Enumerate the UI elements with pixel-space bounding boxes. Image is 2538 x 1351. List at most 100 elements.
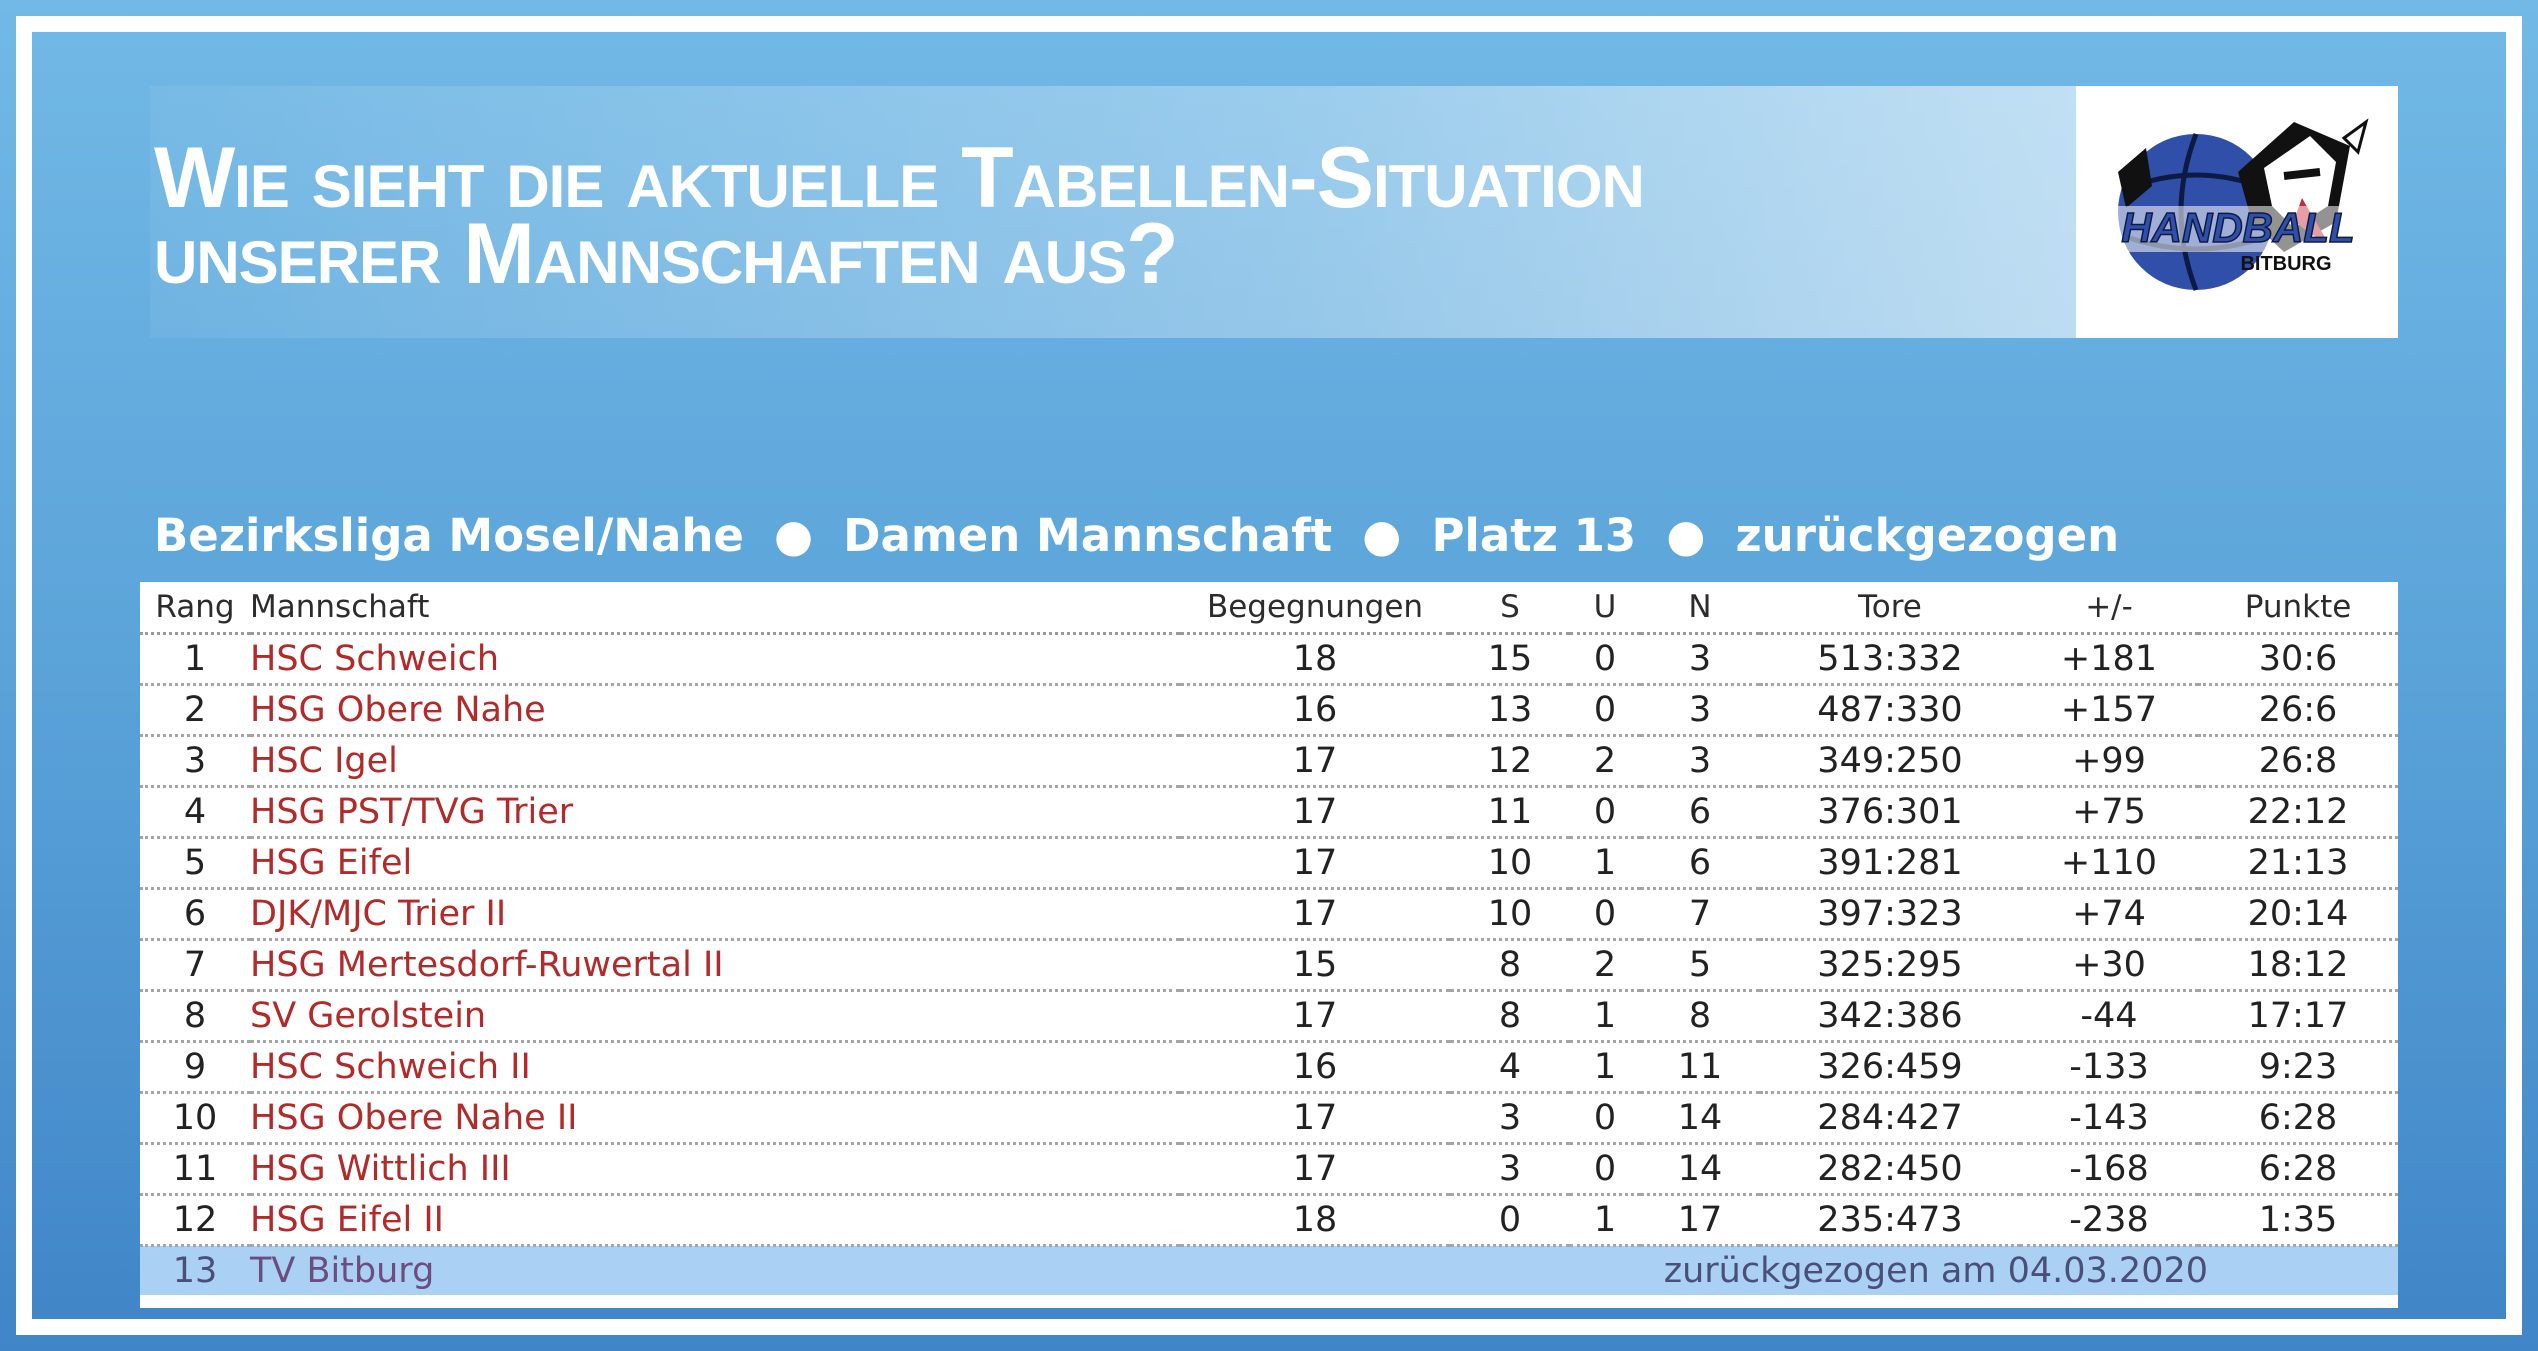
cell-differenz: +181: [2020, 633, 2198, 686]
cell-unentschieden: 0: [1570, 684, 1640, 737]
cell-siege: 3: [1450, 1143, 1570, 1196]
cell-team[interactable]: SV Gerolstein: [250, 990, 1180, 1043]
cell-differenz: -168: [2020, 1143, 2198, 1196]
table-header-row: Rang Mannschaft Begegnungen S U N Tore +…: [140, 582, 2398, 635]
team-status: zurückgezogen: [1735, 509, 2120, 562]
cell-rang: 8: [140, 990, 250, 1043]
cell-siege: 13: [1450, 684, 1570, 737]
club-logo: HANDBALL BITBURG: [2076, 86, 2398, 338]
cell-punkte: 9:23: [2198, 1041, 2398, 1094]
table-row: 3 HSC Igel 17 12 2 3 349:250 +99 26:8: [140, 735, 2398, 788]
cell-siege: 12: [1450, 735, 1570, 788]
table-row: 12 HSG Eifel II 18 0 1 17 235:473 -238 1:35: [140, 1194, 2398, 1247]
header-niederlagen[interactable]: N: [1640, 582, 1760, 635]
header-siege[interactable]: S: [1450, 582, 1570, 635]
header-begegnungen[interactable]: Begegnungen: [1180, 582, 1450, 635]
league-subtitle: Bezirksliga Mosel/Nahe ● Damen Mannschaft ●…: [154, 506, 2119, 566]
cell-team[interactable]: HSG Eifel II: [250, 1194, 1180, 1247]
cell-differenz: -133: [2020, 1041, 2198, 1094]
cell-unentschieden: 0: [1570, 786, 1640, 839]
page-headline: Wie sieht die aktuelle Tabellen-Situatio…: [154, 135, 1854, 297]
cell-team[interactable]: HSC Igel: [250, 735, 1180, 788]
cell-team[interactable]: HSC Schweich: [250, 633, 1180, 686]
logo-text-main: HANDBALL: [2121, 204, 2354, 251]
cell-begegnungen: 18: [1180, 633, 1450, 686]
table-row: 4 HSG PST/TVG Trier 17 11 0 6 376:301 +75 22:12: [140, 786, 2398, 839]
table-row: 6 DJK/MJC Trier II 17 10 0 7 397:323 +74 20:14: [140, 888, 2398, 941]
cell-niederlagen: 3: [1640, 684, 1760, 737]
team-place: Platz 13: [1431, 509, 1637, 562]
cell-unentschieden: 0: [1570, 888, 1640, 941]
white-frame: [16, 16, 2522, 1335]
header-unentschieden[interactable]: U: [1570, 582, 1640, 635]
cell-unentschieden: 2: [1570, 735, 1640, 788]
cell-rang: 7: [140, 939, 250, 992]
cell-team[interactable]: HSG Wittlich III: [250, 1143, 1180, 1196]
cell-tore: 284:427: [1760, 1092, 2020, 1145]
cell-team[interactable]: HSC Schweich II: [250, 1041, 1180, 1094]
cell-begegnungen: 17: [1180, 1092, 1450, 1145]
cell-unentschieden: 1: [1570, 837, 1640, 890]
header-rang[interactable]: Rang: [140, 582, 250, 635]
table-row: 11 HSG Wittlich III 17 3 0 14 282:450 -168 6:28: [140, 1143, 2398, 1196]
cell-unentschieden: 1: [1570, 990, 1640, 1043]
header-banner: [150, 86, 2398, 338]
cell-team[interactable]: HSG Obere Nahe: [250, 684, 1180, 737]
cell-differenz: +75: [2020, 786, 2198, 839]
cell-differenz: +30: [2020, 939, 2198, 992]
cell-tore: 282:450: [1760, 1143, 2020, 1196]
cell-team[interactable]: HSG Eifel: [250, 837, 1180, 890]
header-punkte[interactable]: Punkte: [2198, 582, 2398, 635]
cell-punkte: 17:17: [2198, 990, 2398, 1043]
cell-tore: 397:323: [1760, 888, 2020, 941]
cell-unentschieden: 0: [1570, 633, 1640, 686]
cell-rang: 9: [140, 1041, 250, 1094]
cell-punkte: 26:8: [2198, 735, 2398, 788]
cell-rang: 1: [140, 633, 250, 686]
cell-punkte: 1:35: [2198, 1194, 2398, 1247]
cell-begegnungen: 16: [1180, 684, 1450, 737]
standings-table: Rang Mannschaft Begegnungen S U N Tore +…: [140, 582, 2398, 1295]
cell-siege: 11: [1450, 786, 1570, 839]
table-row: 8 SV Gerolstein 17 8 1 8 342:386 -44 17:17: [140, 990, 2398, 1043]
cell-team[interactable]: HSG Mertesdorf-Ruwertal II: [250, 939, 1180, 992]
header-tore[interactable]: Tore: [1760, 582, 2020, 635]
handball-bitburg-logo-icon: HANDBALL BITBURG: [2096, 118, 2378, 291]
table-row: 5 HSG Eifel 17 10 1 6 391:281 +110 21:13: [140, 837, 2398, 890]
cell-tore: 342:386: [1760, 990, 2020, 1043]
cell-differenz: +157: [2020, 684, 2198, 737]
cell-niederlagen: 14: [1640, 1143, 1760, 1196]
cell-punkte: 6:28: [2198, 1143, 2398, 1196]
table-row: 10 HSG Obere Nahe II 17 3 0 14 284:427 -143 6:28: [140, 1092, 2398, 1145]
cell-begegnungen: 17: [1180, 888, 1450, 941]
subtitle-separator: ●: [773, 509, 814, 562]
cell-niederlagen: 5: [1640, 939, 1760, 992]
cell-siege: 8: [1450, 939, 1570, 992]
table-row: 1 HSC Schweich 18 15 0 3 513:332 +181 30:6: [140, 633, 2398, 686]
cell-begegnungen: 18: [1180, 1194, 1450, 1247]
cell-tore: 487:330: [1760, 684, 2020, 737]
cell-team[interactable]: DJK/MJC Trier II: [250, 888, 1180, 941]
cell-niederlagen: 17: [1640, 1194, 1760, 1247]
cell-rang: 2: [140, 684, 250, 737]
cell-punkte: 6:28: [2198, 1092, 2398, 1145]
cell-rang: 5: [140, 837, 250, 890]
cell-differenz: -238: [2020, 1194, 2198, 1247]
cell-tore: 235:473: [1760, 1194, 2020, 1247]
cell-rang: 4: [140, 786, 250, 839]
cell-differenz: -143: [2020, 1092, 2198, 1145]
cell-niederlagen: 3: [1640, 735, 1760, 788]
table-row: 9 HSC Schweich II 16 4 1 11 326:459 -133 9:23: [140, 1041, 2398, 1094]
header-differenz[interactable]: +/-: [2020, 582, 2198, 635]
cell-team[interactable]: HSG PST/TVG Trier: [250, 786, 1180, 839]
cell-rang: 13: [140, 1245, 250, 1295]
subtitle-separator: ●: [1362, 509, 1402, 562]
header-mannschaft[interactable]: Mannschaft: [250, 582, 1180, 635]
cell-unentschieden: 2: [1570, 939, 1640, 992]
cell-team[interactable]: TV Bitburg: [250, 1245, 1180, 1295]
cell-siege: 3: [1450, 1092, 1570, 1145]
cell-team[interactable]: HSG Obere Nahe II: [250, 1092, 1180, 1145]
cell-niederlagen: 3: [1640, 633, 1760, 686]
cell-punkte: 21:13: [2198, 837, 2398, 890]
cell-unentschieden: 1: [1570, 1041, 1640, 1094]
